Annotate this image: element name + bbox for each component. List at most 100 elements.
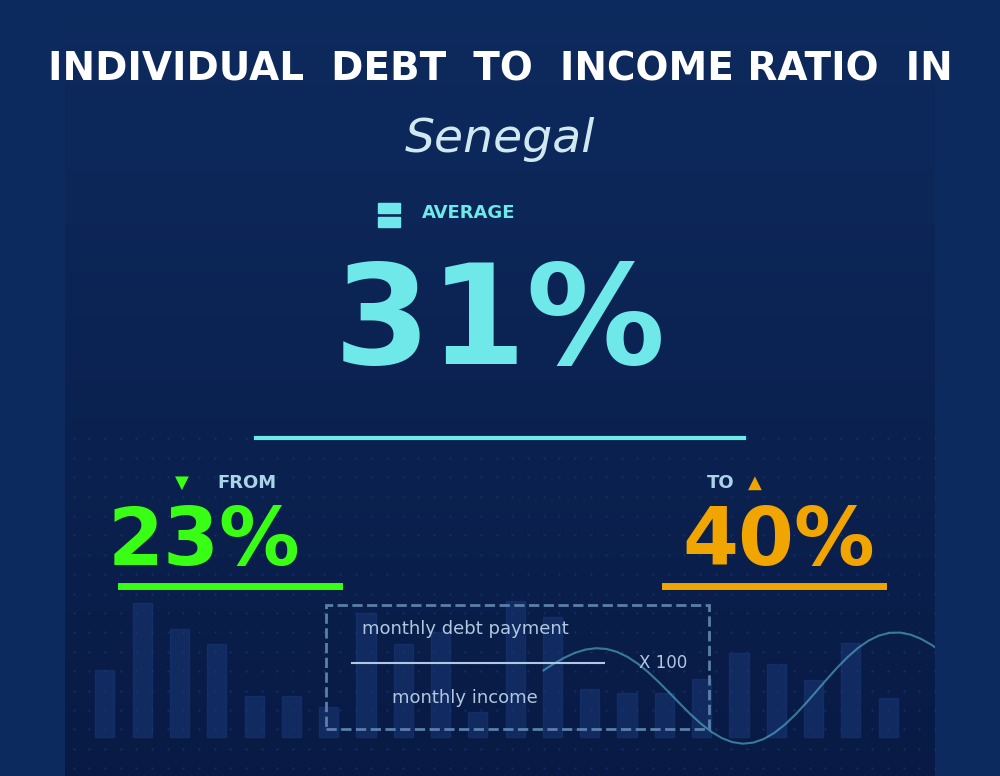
Bar: [65, 186, 935, 194]
Bar: [65, 202, 935, 210]
Text: AVERAGE: AVERAGE: [422, 204, 515, 223]
Bar: [65, 357, 935, 365]
Bar: [65, 396, 935, 404]
Bar: [506, 601, 525, 737]
Text: Senegal: Senegal: [405, 117, 595, 162]
Bar: [65, 675, 935, 683]
Bar: [580, 689, 599, 737]
Bar: [65, 334, 935, 341]
Bar: [65, 225, 935, 233]
Text: monthly income: monthly income: [392, 689, 538, 708]
Bar: [65, 16, 935, 23]
Bar: [65, 667, 935, 675]
Bar: [65, 737, 935, 745]
Bar: [65, 248, 935, 256]
Bar: [65, 217, 935, 225]
Bar: [65, 264, 935, 272]
Bar: [65, 481, 935, 489]
Bar: [65, 566, 935, 574]
Bar: [65, 768, 935, 776]
Bar: [65, 698, 935, 706]
Bar: [65, 528, 935, 535]
Bar: [65, 78, 935, 85]
Bar: [65, 163, 935, 171]
Bar: [65, 497, 935, 504]
Bar: [65, 691, 935, 698]
Bar: [170, 629, 189, 737]
Bar: [65, 660, 935, 667]
Bar: [431, 632, 450, 737]
Bar: [65, 372, 935, 380]
Bar: [468, 712, 487, 737]
Bar: [65, 287, 935, 295]
Text: 23%: 23%: [108, 504, 300, 582]
Bar: [65, 272, 935, 279]
Bar: [65, 520, 935, 528]
Bar: [65, 85, 935, 93]
Bar: [65, 132, 935, 140]
Bar: [65, 279, 935, 287]
Bar: [65, 93, 935, 101]
Bar: [65, 23, 935, 31]
Bar: [65, 365, 935, 372]
Bar: [804, 680, 823, 737]
Bar: [245, 696, 264, 737]
Bar: [65, 349, 935, 357]
Bar: [65, 512, 935, 520]
Bar: [65, 760, 935, 768]
Bar: [65, 62, 935, 70]
Bar: [65, 427, 935, 435]
Bar: [65, 318, 935, 326]
Bar: [65, 155, 935, 163]
Bar: [65, 0, 935, 8]
Bar: [65, 590, 935, 598]
Bar: [133, 603, 152, 737]
Bar: [65, 194, 935, 202]
Bar: [65, 753, 935, 760]
Bar: [65, 310, 935, 318]
Bar: [282, 696, 301, 737]
Bar: [692, 678, 711, 737]
Bar: [65, 504, 935, 512]
Text: INDIVIDUAL  DEBT  TO  INCOME RATIO  IN: INDIVIDUAL DEBT TO INCOME RATIO IN: [48, 51, 952, 88]
Bar: [65, 256, 935, 264]
Text: 40%: 40%: [682, 504, 875, 582]
Bar: [841, 643, 860, 737]
Bar: [65, 745, 935, 753]
Bar: [65, 450, 935, 458]
Bar: [65, 380, 935, 388]
Bar: [65, 722, 935, 729]
Bar: [655, 692, 674, 737]
Bar: [319, 707, 338, 737]
Bar: [65, 419, 935, 427]
Bar: [65, 171, 935, 178]
Bar: [65, 411, 935, 419]
Bar: [65, 458, 935, 466]
Bar: [65, 473, 935, 481]
Bar: [65, 489, 935, 497]
Bar: [65, 147, 935, 155]
Bar: [617, 693, 637, 737]
Bar: [65, 535, 935, 543]
Bar: [65, 714, 935, 722]
Bar: [378, 217, 400, 227]
Bar: [65, 644, 935, 652]
Bar: [65, 303, 935, 310]
Bar: [65, 706, 935, 714]
Bar: [65, 295, 935, 303]
Bar: [65, 116, 935, 124]
Bar: [95, 670, 114, 737]
Text: 31%: 31%: [334, 258, 666, 393]
Bar: [65, 442, 935, 450]
Bar: [65, 613, 935, 621]
Text: monthly debt payment: monthly debt payment: [362, 619, 569, 638]
Bar: [879, 698, 898, 737]
Bar: [65, 683, 935, 691]
Bar: [65, 54, 935, 62]
Bar: [65, 435, 935, 442]
Bar: [65, 559, 935, 566]
Bar: [65, 124, 935, 132]
Bar: [65, 598, 935, 605]
Bar: [65, 404, 935, 411]
Bar: [767, 663, 786, 737]
